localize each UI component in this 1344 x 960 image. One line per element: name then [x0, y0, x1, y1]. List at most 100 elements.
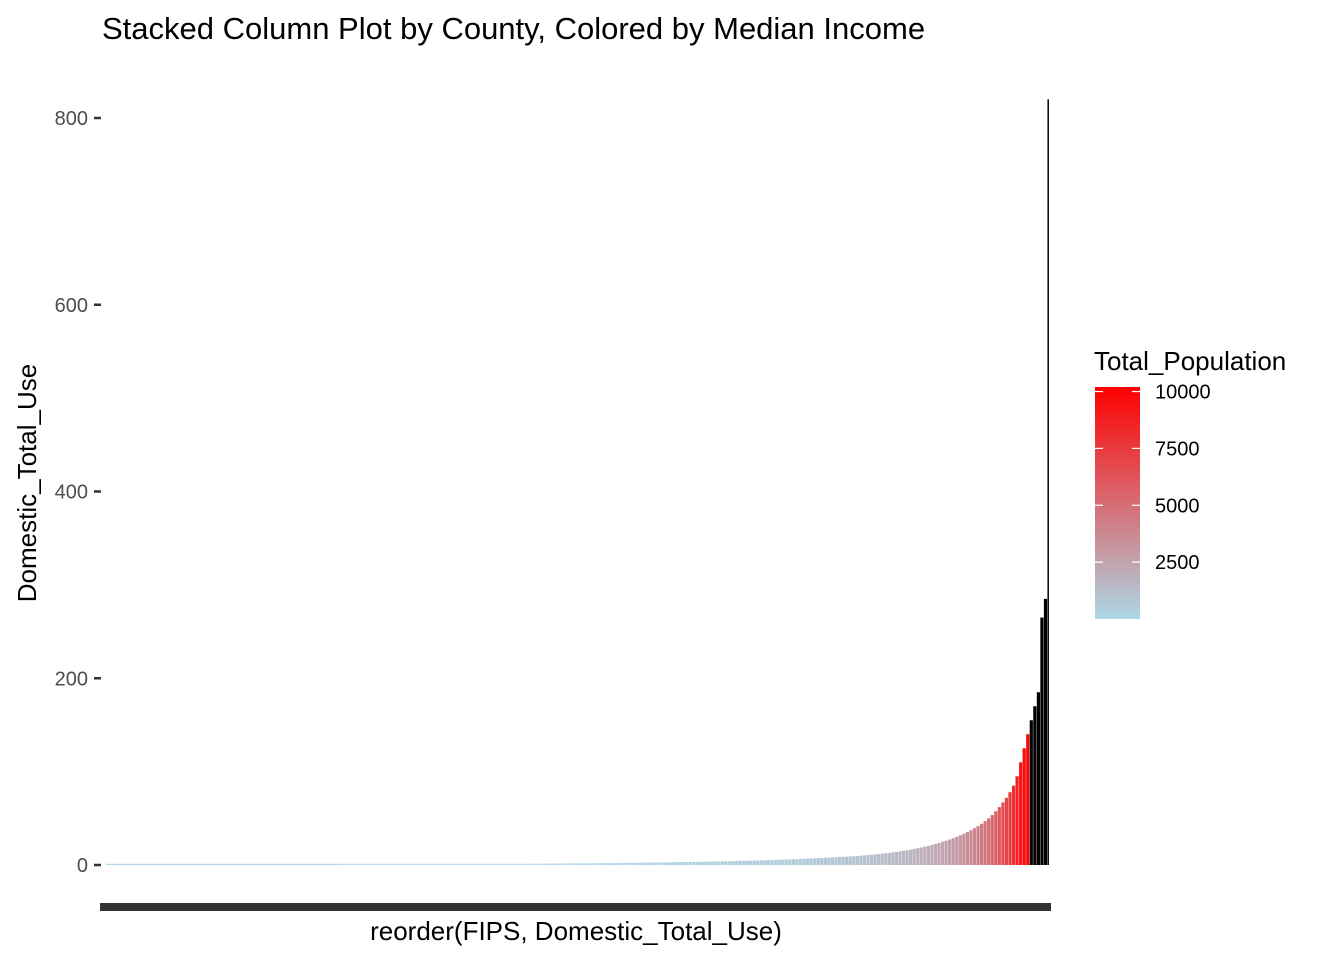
bar: [980, 823, 984, 865]
legend: Total_Population 2500 5000 7500 10000: [1094, 346, 1286, 619]
bar-baseline-band: [106, 863, 338, 865]
bar: [596, 863, 600, 865]
bar: [656, 862, 661, 865]
bar: [869, 854, 874, 865]
bar: [554, 863, 558, 865]
bar: [404, 863, 409, 865]
bar: [458, 863, 462, 865]
bar: [447, 863, 451, 865]
bar: [1040, 617, 1044, 865]
bar: [454, 863, 458, 865]
bar: [770, 860, 774, 865]
bar: [426, 863, 430, 865]
bar: [532, 863, 536, 865]
bar: [685, 862, 689, 865]
legend-break-label: 5000: [1155, 495, 1200, 517]
bar: [806, 858, 810, 865]
bar: [642, 862, 646, 865]
bar: [511, 863, 515, 865]
bar: [607, 863, 611, 865]
bar: [603, 863, 607, 865]
bar: [585, 863, 590, 865]
bar: [873, 854, 877, 865]
bar: [337, 863, 341, 865]
bar: [727, 861, 732, 865]
bar: [1033, 706, 1037, 865]
bar: [507, 863, 512, 865]
bar: [717, 861, 721, 865]
bar: [582, 863, 586, 865]
bar: [571, 863, 575, 865]
bar: [525, 863, 529, 865]
bar: [813, 858, 817, 865]
bar: [1043, 598, 1048, 865]
bar: [681, 862, 685, 865]
bar: [341, 863, 345, 865]
bar: [909, 849, 913, 865]
bar: [1011, 785, 1016, 865]
legend-break-label: 7500: [1155, 438, 1200, 460]
bar: [859, 855, 863, 865]
bar: [735, 860, 739, 865]
y-tick-label: 400: [55, 482, 88, 504]
bar: [930, 844, 934, 865]
bar: [731, 861, 735, 865]
bar: [795, 859, 799, 865]
bar: [965, 832, 969, 865]
bar: [376, 863, 380, 865]
bar: [997, 807, 1001, 865]
bar: [493, 863, 497, 865]
bar: [983, 821, 987, 865]
bar: [976, 826, 980, 865]
legend-ticks: 2500 5000 7500 10000: [1095, 382, 1211, 574]
bar: [394, 863, 398, 865]
bar: [852, 856, 856, 865]
bar: [742, 860, 746, 865]
bar: [972, 828, 977, 865]
bar: [415, 863, 419, 865]
bar: [617, 862, 622, 865]
bar: [550, 863, 554, 865]
bar: [575, 863, 579, 865]
bar: [937, 842, 941, 865]
y-tick-label: 800: [55, 108, 88, 130]
bar: [699, 861, 703, 865]
bar: [483, 863, 487, 865]
bar: [490, 863, 494, 865]
bar: [369, 863, 373, 865]
bar: [933, 843, 938, 865]
chart-title: Stacked Column Plot by County, Colored b…: [102, 11, 925, 46]
bar: [774, 859, 778, 865]
bar: [419, 863, 423, 865]
bar: [365, 863, 370, 865]
bar: [696, 861, 700, 865]
bar: [518, 863, 522, 865]
bar: [383, 863, 387, 865]
bar: [412, 863, 416, 865]
bar: [866, 855, 870, 865]
bar: [674, 862, 678, 865]
bar: [969, 830, 973, 865]
bar: [688, 861, 693, 865]
bar: [543, 863, 547, 865]
bar: [745, 860, 749, 865]
bar: [344, 863, 348, 865]
bar: [1047, 99, 1049, 865]
bar: [834, 857, 838, 865]
bar: [1019, 762, 1023, 865]
bar: [443, 863, 448, 865]
bar: [472, 863, 476, 865]
bar: [664, 862, 668, 865]
bar: [1022, 748, 1026, 865]
y-axis-title: Domestic_Total_Use: [12, 364, 42, 602]
bar: [692, 861, 696, 865]
bar: [926, 845, 930, 865]
bar: [763, 860, 767, 865]
bar: [522, 863, 526, 865]
bar: [919, 847, 923, 865]
bar: [962, 833, 966, 865]
bar: [614, 863, 618, 865]
bar: [1001, 802, 1005, 865]
bar: [880, 853, 884, 865]
bar: [877, 853, 881, 865]
